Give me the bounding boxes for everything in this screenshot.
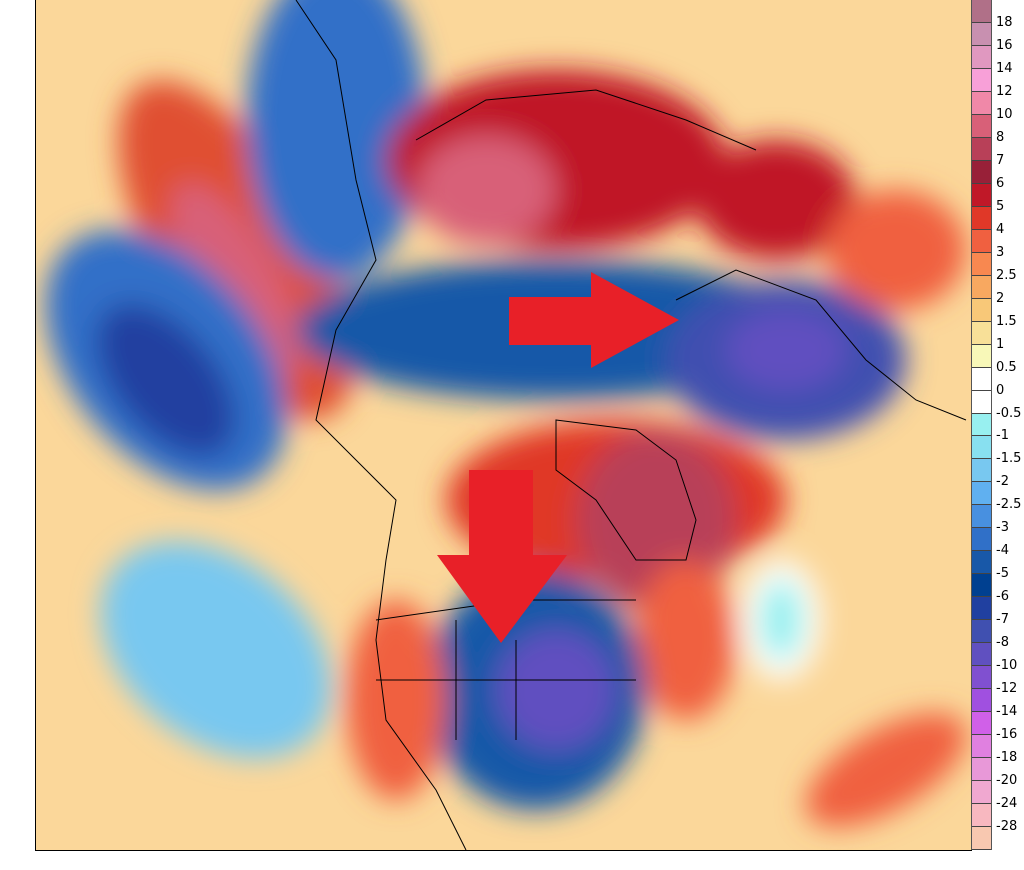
colorbar-label: 8	[996, 129, 1005, 145]
colorbar-swatch	[972, 68, 991, 92]
colorbar-label: 12	[996, 83, 1013, 99]
colorbar-label: -24	[996, 796, 1018, 812]
colorbar-swatch	[972, 574, 991, 598]
colorbar-label: 0.5	[996, 359, 1017, 375]
colorbar-swatch	[972, 689, 991, 713]
colorbar-label: 0	[996, 382, 1005, 398]
colorbar-label: 2	[996, 290, 1005, 306]
colorbar-swatch	[972, 827, 991, 850]
colorbar-swatch	[972, 781, 991, 805]
colorbar-swatch	[972, 712, 991, 736]
colorbar-label: -14	[996, 704, 1018, 720]
colorbar-label: -10	[996, 658, 1018, 674]
colorbar-swatch	[972, 505, 991, 529]
colorbar-swatch	[972, 436, 991, 460]
colorbar-label: -0.5	[996, 405, 1022, 421]
colorbar-swatch	[972, 666, 991, 690]
colorbar-label: 16	[996, 37, 1013, 53]
colorbar-label: -4	[996, 543, 1009, 559]
colorbar-swatch	[972, 321, 991, 345]
colorbar-label: -2	[996, 474, 1009, 490]
colorbar-label: 1.5	[996, 313, 1017, 329]
colorbar-label: 6	[996, 175, 1005, 191]
arrow-down-icon	[437, 470, 567, 643]
colorbar	[971, 0, 992, 850]
colorbar-swatch	[972, 160, 991, 184]
colorbar-swatch	[972, 551, 991, 575]
colorbar-label: 1	[996, 336, 1005, 352]
colorbar-swatch	[972, 22, 991, 46]
colorbar-label: -28	[996, 819, 1018, 835]
colorbar-label: 7	[996, 152, 1005, 168]
colorbar-label: 2.5	[996, 267, 1017, 283]
colorbar-swatch	[972, 114, 991, 138]
colorbar-label: -16	[996, 727, 1018, 743]
colorbar-swatch	[972, 735, 991, 759]
colorbar-label: -20	[996, 773, 1018, 789]
colorbar-label: -12	[996, 681, 1018, 697]
colorbar-label: 3	[996, 244, 1005, 260]
colorbar-label: -8	[996, 635, 1009, 651]
colorbar-swatch	[972, 137, 991, 161]
colorbar-swatch	[972, 597, 991, 621]
colorbar-swatch	[972, 620, 991, 644]
colorbar-label: -3	[996, 520, 1009, 536]
colorbar-label: 14	[996, 60, 1013, 76]
colorbar-label: -18	[996, 750, 1018, 766]
colorbar-label: -1	[996, 428, 1009, 444]
colorbar-swatch	[972, 183, 991, 207]
colorbar-swatch	[972, 252, 991, 276]
colorbar-swatch	[972, 643, 991, 667]
colorbar-label: 4	[996, 221, 1005, 237]
colorbar-swatch	[972, 229, 991, 253]
colorbar-label: -1.5	[996, 451, 1022, 467]
colorbar-swatch	[972, 344, 991, 368]
arrow-right-icon	[509, 272, 679, 368]
colorbar-swatch	[972, 91, 991, 115]
colorbar-swatch	[972, 275, 991, 299]
colorbar-label: 10	[996, 106, 1013, 122]
colorbar-swatch	[972, 206, 991, 230]
colorbar-label: -7	[996, 612, 1009, 628]
annotation-arrows	[437, 272, 679, 643]
temperature-anomaly-map	[35, 0, 972, 851]
colorbar-swatch	[972, 528, 991, 552]
colorbar-label: -2.5	[996, 497, 1022, 513]
colorbar-label: 18	[996, 14, 1013, 30]
anomaly-field	[45, 0, 967, 850]
colorbar-swatch	[972, 459, 991, 483]
colorbar-swatch	[972, 390, 991, 414]
colorbar-swatch	[972, 482, 991, 506]
colorbar-swatch	[972, 0, 991, 23]
colorbar-label: -6	[996, 589, 1009, 605]
colorbar-swatch	[972, 367, 991, 391]
colorbar-swatch	[972, 413, 991, 437]
colorbar-swatch	[972, 804, 991, 828]
colorbar-swatch	[972, 298, 991, 322]
colorbar-label: -5	[996, 566, 1009, 582]
colorbar-swatch	[972, 45, 991, 69]
colorbar-swatch	[972, 758, 991, 782]
colorbar-label: 5	[996, 198, 1005, 214]
